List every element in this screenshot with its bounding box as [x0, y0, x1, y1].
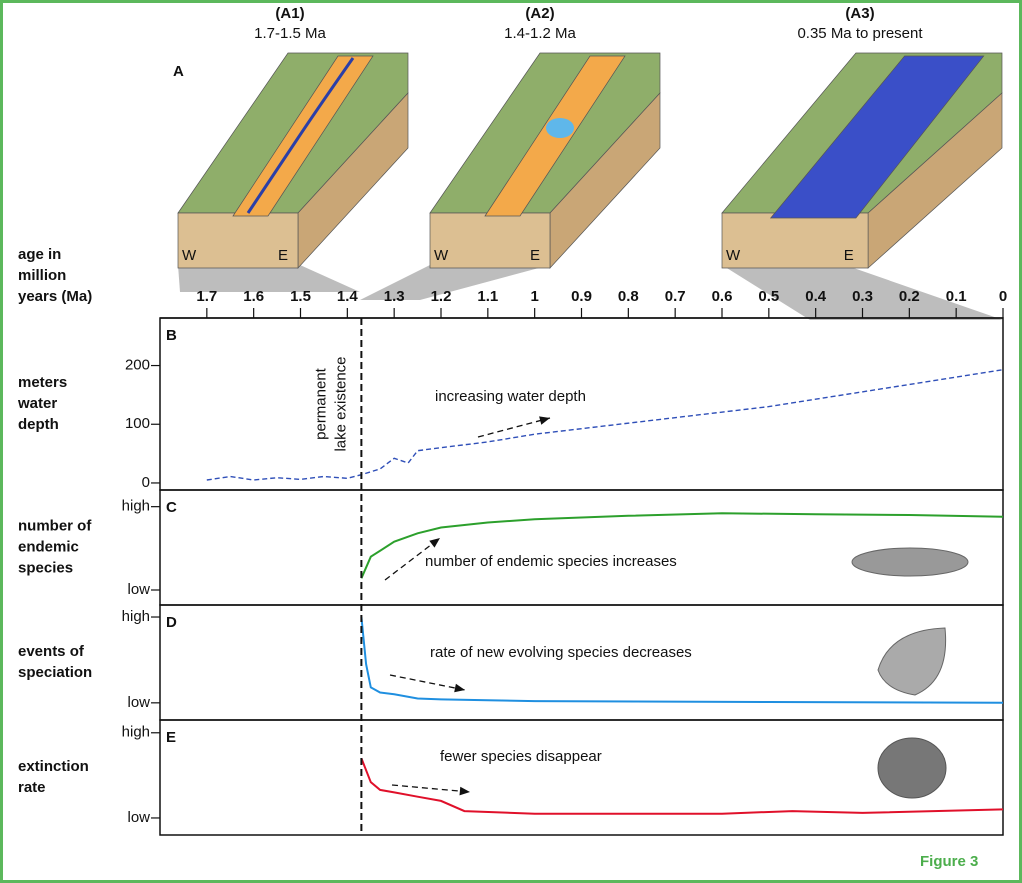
- x-tick-label: 0.2: [899, 288, 920, 305]
- y-axis-title: endemic: [18, 538, 79, 555]
- y-tick-label: 0: [142, 474, 150, 491]
- y-axis-title: water: [17, 395, 57, 412]
- x-tick-label: 0: [999, 288, 1007, 305]
- y-tick-label: low: [127, 809, 150, 826]
- diatom-image: [852, 548, 968, 576]
- west-label: W: [726, 247, 741, 264]
- y-axis-title: number of: [18, 517, 92, 534]
- x-tick-label: 0.4: [805, 288, 827, 305]
- annotation: fewer species disappear: [440, 748, 602, 765]
- scene-period: 1.4-1.2 Ma: [504, 25, 576, 42]
- figure: A (A1) 1.7-1.5 Ma W E (A2) 1.4-1.2 Ma W E (A3) 0.…: [0, 0, 1022, 883]
- x-tick-label: 1.5: [290, 288, 311, 305]
- annotation: increasing water depth: [435, 388, 586, 405]
- x-tick-label: 0.7: [665, 288, 686, 305]
- x-axis-title: years (Ma): [18, 288, 92, 305]
- y-axis-title: species: [18, 559, 73, 576]
- scene-label: (A1): [275, 5, 304, 22]
- figure-label: Figure 3: [920, 853, 978, 870]
- x-tick-label: 0.9: [571, 288, 592, 305]
- x-tick-label: 0.6: [712, 288, 733, 305]
- y-tick-label: high: [122, 498, 150, 515]
- west-label: W: [434, 247, 449, 264]
- x-tick-label: 1: [530, 288, 538, 305]
- east-label: E: [530, 247, 540, 264]
- y-axis-title: meters: [18, 374, 67, 391]
- y-tick-label: low: [127, 581, 150, 598]
- y-axis-title: depth: [18, 416, 59, 433]
- scene-period: 0.35 Ma to present: [797, 25, 923, 42]
- x-tick-label: 1.4: [337, 288, 359, 305]
- y-axis-title: events of: [18, 643, 85, 660]
- marker-label: lake existence: [332, 356, 349, 451]
- annotation: number of endemic species increases: [425, 553, 677, 570]
- x-tick-label: 1.3: [384, 288, 405, 305]
- y-tick-label: low: [127, 694, 150, 711]
- lake: [546, 118, 574, 138]
- panel-letter: D: [166, 614, 177, 631]
- annotation: rate of new evolving species decreases: [430, 644, 692, 661]
- y-axis-title: extinction: [18, 758, 89, 775]
- scene-period: 1.7-1.5 Ma: [254, 25, 326, 42]
- scene-label: (A2): [525, 5, 554, 22]
- east-label: E: [278, 247, 288, 264]
- y-axis-title: rate: [18, 779, 46, 796]
- panel-letter: A: [173, 63, 184, 80]
- page: {"figure": {"label": "Figure 3", "panel_…: [0, 0, 1022, 883]
- x-tick-label: 1.6: [243, 288, 264, 305]
- x-tick-label: 0.3: [852, 288, 873, 305]
- y-tick-label: high: [122, 724, 150, 741]
- y-tick-label: high: [122, 608, 150, 625]
- y-tick-label: 100: [125, 415, 150, 432]
- x-tick-label: 0.5: [758, 288, 779, 305]
- x-tick-label: 0.8: [618, 288, 639, 305]
- scene-label: (A3): [845, 5, 874, 22]
- x-tick-label: 1.7: [196, 288, 217, 305]
- panel-letter: C: [166, 499, 177, 516]
- x-tick-label: 1.2: [431, 288, 452, 305]
- x-tick-label: 0.1: [946, 288, 967, 305]
- west-label: W: [182, 247, 197, 264]
- diatom-image: [878, 738, 946, 798]
- marker-label: permanent: [312, 367, 329, 440]
- east-label: E: [844, 247, 854, 264]
- y-tick-label: 200: [125, 357, 150, 374]
- panel-letter: E: [166, 729, 176, 746]
- x-tick-label: 1.1: [477, 288, 498, 305]
- y-axis-title: speciation: [18, 664, 92, 681]
- panel-letter: B: [166, 327, 177, 344]
- x-axis-title: million: [18, 267, 66, 284]
- x-axis-title: age in: [18, 246, 61, 263]
